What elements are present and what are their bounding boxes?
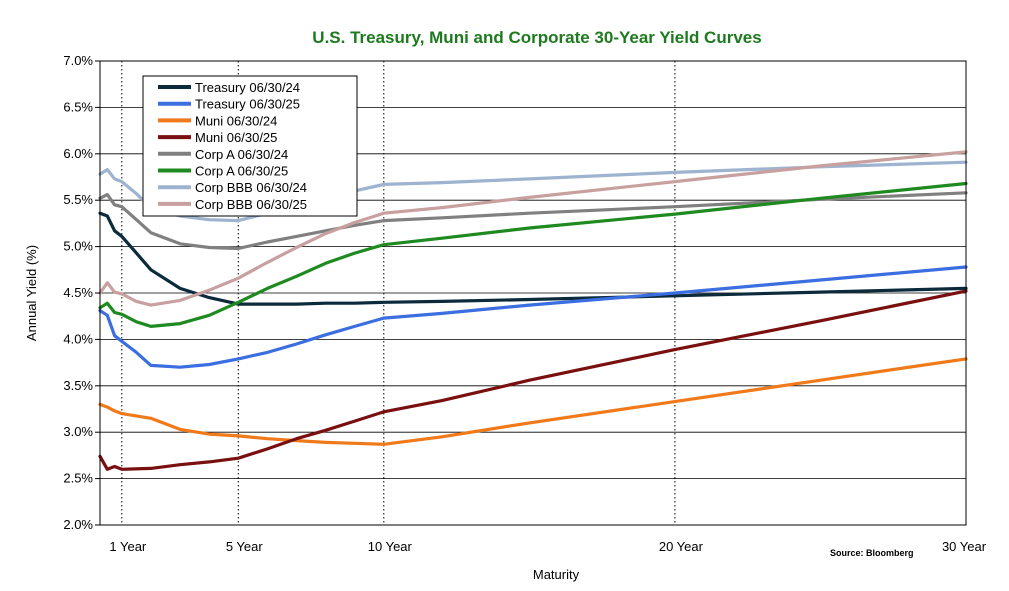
y-tick-label: 6.0% <box>63 146 93 161</box>
y-tick-label: 6.5% <box>63 99 93 114</box>
legend-box <box>142 75 358 217</box>
x-axis-label: Maturity <box>533 567 580 582</box>
y-tick-label: 2.0% <box>63 517 93 532</box>
legend-label: Treasury 06/30/24 <box>195 80 300 95</box>
legend-label: Corp BBB 06/30/24 <box>195 180 307 195</box>
y-axis-label: Annual Yield (%) <box>24 245 39 341</box>
y-tick-label: 5.5% <box>63 192 93 207</box>
y-tick-label: 3.0% <box>63 424 93 439</box>
x-tick-label: 20 Year <box>659 539 704 554</box>
y-tick-label: 2.5% <box>63 471 93 486</box>
y-axis-ticks: 2.0% 2.5% 3.0% 3.5% 4.0% 4.5% 5.0% 5.5% 6.0% 6.5%… <box>63 53 100 532</box>
series-line-5 <box>98 191 968 251</box>
x-tick-label: 10 Year <box>368 539 413 554</box>
source-note: Source: Bloomberg <box>830 548 914 558</box>
legend-label: Treasury 06/30/25 <box>195 97 300 112</box>
x-tick-label: 30 Year <box>942 539 987 554</box>
series-line-1 <box>98 211 968 306</box>
series-line-3 <box>98 357 968 446</box>
y-tick-label: 3.5% <box>63 378 93 393</box>
legend-label: Corp A 06/30/25 <box>195 164 288 179</box>
y-tick-label: 7.0% <box>63 53 93 68</box>
legend-label: Corp A 06/30/24 <box>195 147 288 162</box>
legend-label: Muni 06/30/24 <box>195 113 277 128</box>
x-tick-label: 5 Year <box>226 539 264 554</box>
series-line-2 <box>98 265 968 369</box>
legend-label: Muni 06/30/25 <box>195 130 277 145</box>
y-tick-label: 4.0% <box>63 331 93 346</box>
y-tick-label: 5.0% <box>63 239 93 254</box>
series-line-4 <box>98 289 968 471</box>
chart-title: U.S. Treasury, Muni and Corporate 30-Yea… <box>312 28 761 47</box>
x-tick-label: 1 Year <box>109 539 147 554</box>
x-axis-ticks: 1 Year 5 Year 10 Year 20 Year 30 Year <box>109 539 986 554</box>
series-line-8 <box>98 150 968 307</box>
series-line-6 <box>98 181 968 328</box>
legend-label: Corp BBB 06/30/25 <box>195 197 307 212</box>
y-tick-label: 4.5% <box>63 285 93 300</box>
